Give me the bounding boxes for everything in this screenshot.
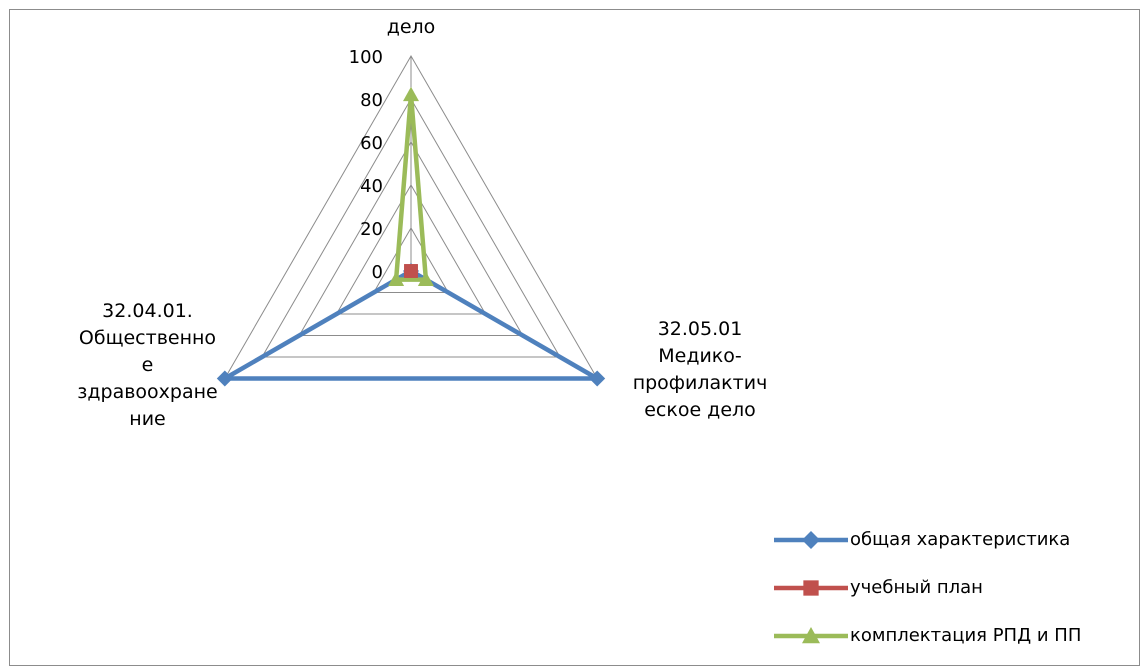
legend-label: общая характеристика <box>850 529 1071 550</box>
data-point <box>589 370 606 387</box>
legend-label: комплектация РПД и ПП <box>850 625 1082 646</box>
legend-item: общая характеристика <box>770 528 1140 552</box>
tick-label: 60 <box>360 133 383 154</box>
category-label-line: ние <box>129 408 166 430</box>
data-point <box>802 627 820 644</box>
data-point <box>216 370 233 387</box>
tick-label: 80 <box>360 90 383 111</box>
grid-ring <box>372 227 450 293</box>
data-point <box>403 86 419 102</box>
data-point <box>803 580 819 596</box>
legend-swatch-green-triangle <box>774 627 848 644</box>
tick-label: 0 <box>372 262 383 283</box>
legend-label: учебный план <box>850 577 983 598</box>
category-label-right: 32.05.01 Медико-профилактич еское дело <box>630 316 770 424</box>
category-label-line: 32.05.01 <box>657 318 743 340</box>
category-label-line: е <box>141 354 154 376</box>
legend-item: учебный план <box>770 576 1140 600</box>
series-line <box>393 92 429 282</box>
grid-ring <box>335 183 487 315</box>
grid-ring <box>298 141 524 336</box>
tick-label: 20 <box>360 219 383 240</box>
tick-label: 40 <box>360 176 383 197</box>
data-point <box>417 271 434 286</box>
category-label-line: профилактич <box>632 372 768 394</box>
category-label-top: дело <box>351 14 471 41</box>
tick-label: 100 <box>349 47 383 68</box>
category-label-line: Общественно <box>78 327 217 349</box>
legend-swatch-red-square <box>774 580 848 596</box>
data-point <box>802 531 820 549</box>
category-label-line: еское дело <box>644 399 756 421</box>
legend-swatch-blue-diamond <box>774 531 848 549</box>
grid-ring <box>261 97 561 358</box>
series-line <box>222 268 600 381</box>
data-point <box>388 271 405 286</box>
category-label-left: 32.04.01. Общественно е здравоохране ние <box>60 298 235 433</box>
data-point <box>404 264 418 278</box>
category-label-line: дело <box>386 16 436 38</box>
category-label-line: здравоохране <box>77 381 218 403</box>
legend-item: комплектация РПД и ПП <box>770 624 1140 648</box>
category-label-line: Медико- <box>658 345 742 367</box>
category-label-line: 32.04.01. <box>102 300 193 322</box>
chart-area <box>9 9 1140 666</box>
